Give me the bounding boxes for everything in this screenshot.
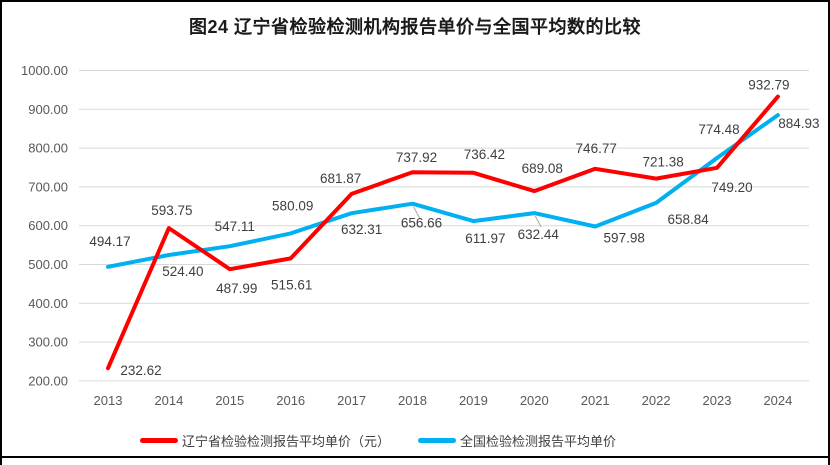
label-leader-line (413, 206, 420, 218)
data-label-national: 884.93 (778, 116, 819, 131)
x-axis-label: 2018 (398, 393, 427, 408)
legend-item-national: 全国检验检测报告平均单价 (418, 431, 616, 450)
x-axis-label: 2022 (642, 393, 671, 408)
data-label-national: 597.98 (604, 230, 645, 245)
data-label-liaoning: 515.61 (271, 277, 312, 292)
legend-label-liaoning: 辽宁省检验检测报告平均单价（元） (182, 434, 391, 449)
data-label-liaoning: 932.79 (748, 78, 789, 93)
y-axis-tick-label: 500.00 (28, 257, 68, 272)
x-axis-label: 2023 (703, 393, 732, 408)
data-label-liaoning: 689.08 (522, 161, 563, 176)
data-label-liaoning: 681.87 (320, 171, 361, 186)
data-label-national: 632.31 (341, 222, 382, 237)
y-axis-tick-label: 200.00 (28, 373, 68, 388)
series-line-liaoning (106, 94, 780, 371)
x-axis-label: 2020 (520, 393, 549, 408)
y-axis-tick-label: 300.00 (28, 335, 68, 350)
data-label-liaoning: 746.77 (576, 141, 617, 156)
x-axis-label: 2016 (276, 393, 305, 408)
data-label-liaoning: 749.20 (711, 180, 752, 195)
data-label-liaoning: 593.75 (151, 203, 192, 218)
x-axis-label: 2013 (94, 393, 123, 408)
chart-title: 图24 辽宁省检验检测机构报告单价与全国平均数的比较 (188, 17, 642, 37)
table-cell-border (2, 456, 828, 458)
data-label-national: 656.66 (401, 216, 442, 231)
data-label-liaoning: 721.38 (642, 155, 683, 170)
legend-label-national: 全国检验检测报告平均单价 (460, 434, 617, 449)
data-label-national: 524.40 (162, 264, 203, 279)
y-axis-tick-label: 400.00 (28, 296, 68, 311)
data-label-national: 632.44 (518, 227, 560, 242)
legend-item-liaoning: 辽宁省检验检测报告平均单价（元） (140, 431, 390, 450)
label-leader-line (534, 215, 542, 228)
data-label-national: 611.97 (465, 231, 505, 246)
data-label-national: 494.17 (89, 234, 130, 249)
data-label-liaoning: 232.62 (120, 363, 161, 378)
x-axis-label: 2017 (337, 393, 366, 408)
data-label-national: 658.84 (667, 212, 709, 227)
x-axis-label: 2014 (154, 393, 183, 408)
y-axis-tick-label: 900.00 (28, 102, 68, 117)
chart-legend: 辽宁省检验检测报告平均单价（元） 全国检验检测报告平均单价 (140, 431, 616, 450)
y-axis-tick-label: 700.00 (28, 179, 68, 194)
legend-swatch-red-line (140, 438, 178, 443)
x-axis-label: 2021 (581, 393, 610, 408)
data-label-national: 547.11 (215, 219, 255, 234)
data-label-national: 580.09 (272, 198, 313, 213)
data-label-national: 774.48 (698, 122, 739, 137)
series-line-national (106, 113, 780, 269)
data-label-liaoning: 737.92 (396, 150, 437, 165)
x-axis-label: 2019 (459, 393, 488, 408)
x-axis-label: 2024 (763, 393, 792, 408)
y-axis-tick-label: 1000.00 (21, 63, 68, 78)
x-axis-label: 2015 (215, 393, 244, 408)
data-label-liaoning: 487.99 (216, 281, 257, 296)
y-axis-tick-label: 800.00 (28, 141, 68, 156)
legend-swatch-blue-line (418, 438, 457, 443)
data-label-liaoning: 736.42 (464, 147, 505, 162)
y-axis-tick-label: 600.00 (28, 218, 68, 233)
